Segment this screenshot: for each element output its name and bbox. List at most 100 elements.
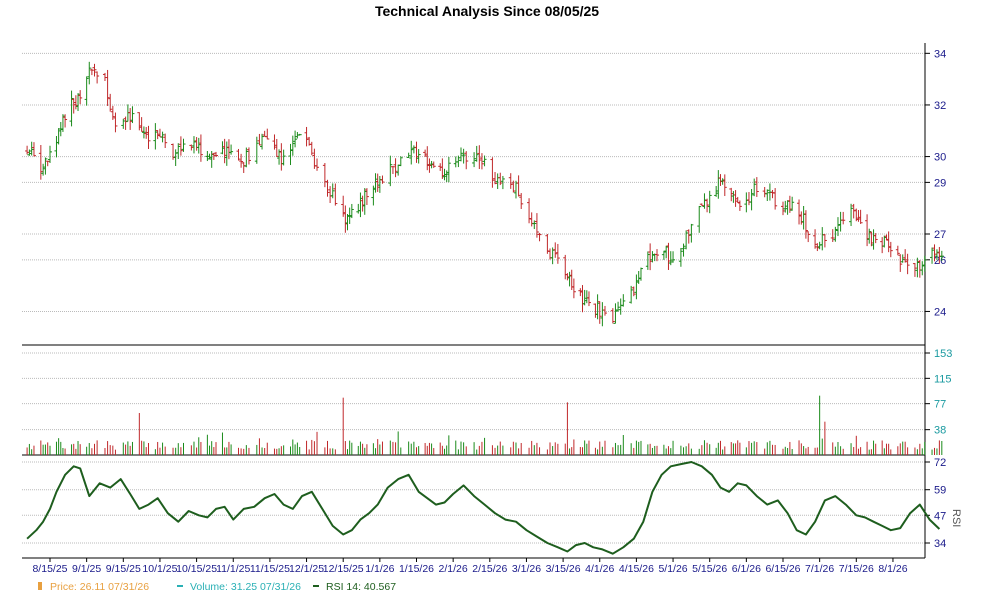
price-bar <box>277 149 282 165</box>
price-bar <box>858 209 863 224</box>
price-bar <box>697 205 702 233</box>
price-bar <box>638 267 643 281</box>
x-tick-label: 10/15/25 <box>176 563 217 575</box>
price-bar <box>822 234 827 248</box>
price-bar <box>898 254 903 272</box>
price-bar <box>803 210 808 239</box>
price-bar <box>431 161 436 168</box>
price-bar <box>537 232 542 242</box>
price-bar <box>498 172 503 186</box>
price-bar <box>474 145 479 162</box>
price-bar <box>48 145 52 164</box>
price-bar <box>661 250 666 260</box>
price-bar <box>550 247 555 265</box>
price-bar <box>461 148 466 164</box>
price-bar <box>146 125 151 149</box>
price-bar <box>110 105 115 120</box>
price-bar <box>364 188 369 205</box>
price-bar <box>655 249 660 262</box>
price-bar <box>610 308 615 324</box>
price-bar <box>380 175 385 184</box>
price-bar <box>239 153 244 168</box>
price-bar <box>671 251 676 263</box>
price-bar <box>272 134 277 150</box>
price-bar <box>939 250 944 261</box>
x-tick-label: 4/1/26 <box>585 563 614 575</box>
volume-axis: 38 77 115 153 <box>22 345 952 456</box>
price-tick-label: 34 <box>934 48 946 60</box>
price-bar <box>490 157 495 188</box>
price-bar <box>932 244 937 262</box>
price-bar <box>765 189 770 202</box>
price-bar <box>45 160 50 167</box>
price-bar <box>477 145 482 170</box>
x-tick-label: 2/15/26 <box>472 563 507 575</box>
price-bar <box>835 217 840 237</box>
price-bar <box>464 151 469 170</box>
price-bar <box>849 203 854 227</box>
price-bar <box>597 301 602 324</box>
price-bar <box>806 231 811 243</box>
x-tick-label: 11/15/25 <box>250 563 290 575</box>
legend-label: Price: 26.11 07/31/26 <box>50 581 149 593</box>
price-bar <box>244 147 249 168</box>
price-bar <box>274 138 279 157</box>
price-bar <box>349 203 354 219</box>
price-bar <box>519 193 524 209</box>
price-bar <box>511 180 516 193</box>
price-bar <box>773 188 778 210</box>
x-tick-label: 9/15/25 <box>106 563 141 575</box>
price-bar <box>629 285 634 304</box>
price-bar <box>137 112 142 131</box>
price-bar <box>707 190 712 214</box>
volume-tick-label: 77 <box>934 399 946 411</box>
price-bar <box>27 149 32 156</box>
price-bar <box>527 198 532 224</box>
price-bar <box>689 223 694 243</box>
price-tick-label: 29 <box>934 177 946 189</box>
price-bar <box>141 126 146 139</box>
price-bar <box>229 144 234 155</box>
price-bar <box>841 211 846 225</box>
price-bar <box>153 123 158 150</box>
legend-item: RSI 14: 40.567 <box>313 581 396 593</box>
price-bars <box>25 61 944 327</box>
price-bar <box>38 144 43 180</box>
price-bar <box>92 63 97 77</box>
price-bar <box>681 243 686 257</box>
price-bar <box>84 76 89 106</box>
price-bar <box>459 147 464 162</box>
price-bar <box>181 138 186 152</box>
price-bar <box>178 136 183 156</box>
price-bar <box>900 254 905 263</box>
price-bar <box>43 157 48 175</box>
price-bar <box>702 193 707 209</box>
price-bar <box>254 136 259 164</box>
price-bar <box>472 152 477 168</box>
price-bar <box>236 148 241 161</box>
price-bar <box>113 112 118 133</box>
price-bar <box>571 278 576 299</box>
price-bar <box>87 61 92 85</box>
x-tick-label: 12/15/25 <box>323 563 364 575</box>
price-bar <box>456 155 461 168</box>
price-bar <box>479 153 484 170</box>
price-bar <box>173 149 178 167</box>
price-bar <box>705 198 710 213</box>
x-tick-label: 6/1/26 <box>732 563 761 575</box>
price-bar <box>108 93 113 112</box>
price-bar <box>613 303 618 324</box>
price-bar <box>785 200 790 215</box>
price-bar <box>63 114 68 128</box>
price-bar <box>516 175 521 197</box>
price-bar <box>260 133 265 150</box>
price-bar <box>815 243 820 252</box>
price-bar <box>912 263 917 277</box>
legend-label: Volume: 31.25 07/31/26 <box>190 581 301 593</box>
price-bar <box>813 229 818 249</box>
volume-tick-label: 153 <box>934 348 952 360</box>
price-bar <box>214 151 219 157</box>
price-bar <box>139 117 144 132</box>
